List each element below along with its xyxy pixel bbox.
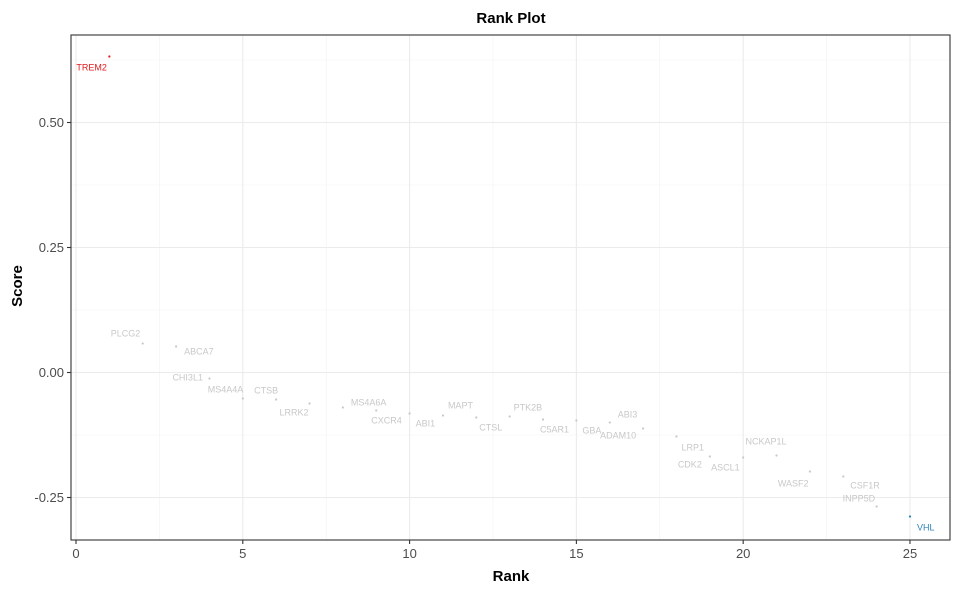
point-label-ms4a6a: MS4A6A <box>351 398 387 408</box>
data-point-cxcr4 <box>375 409 378 412</box>
point-label-plcg2: PLCG2 <box>111 329 141 339</box>
data-point-ptk2b <box>508 415 511 418</box>
data-point-chi3l1 <box>208 377 211 380</box>
data-point-abi1 <box>408 412 411 415</box>
data-point-lrp1 <box>675 435 678 438</box>
point-label-cxcr4: CXCR4 <box>371 416 402 426</box>
x-tick-label: 10 <box>402 546 416 561</box>
x-tick-label: 15 <box>569 546 583 561</box>
data-point-ascl1 <box>742 456 745 459</box>
data-point-csf1r <box>842 475 845 478</box>
chart-title: Rank Plot <box>476 10 545 27</box>
data-point-ctsl <box>475 416 478 419</box>
point-label-ptk2b: PTK2B <box>514 403 543 413</box>
point-label-ctsb: CTSB <box>254 386 278 396</box>
panel-border <box>70 34 951 541</box>
data-point-mapt <box>441 414 445 417</box>
point-label-ctsl: CTSL <box>479 423 502 433</box>
point-label-mapt: MAPT <box>448 401 474 411</box>
point-label-ascl1: ASCL1 <box>711 463 740 473</box>
plot-panel: 0 5 10 15 20 25 -0.25 0.00 0.25 0.50 TREM2 PLCG2 ABC… <box>34 34 951 561</box>
point-label-abi3: ABI3 <box>618 410 638 420</box>
x-tick-label: 0 <box>72 546 79 561</box>
data-point-abca7 <box>174 345 178 348</box>
x-tick-label: 20 <box>736 546 750 561</box>
point-label-abi1: ABI1 <box>416 419 436 429</box>
y-tick-label: 0.00 <box>39 365 64 380</box>
x-axis-title: Rank <box>493 568 530 585</box>
data-point-wasf2 <box>808 470 811 473</box>
point-label-gba: GBA <box>582 426 601 436</box>
point-label-ms4a4a: MS4A4A <box>208 385 244 395</box>
y-tick-label: 0.50 <box>39 115 64 130</box>
point-label-adam10: ADAM10 <box>600 431 636 441</box>
data-point-trem2 <box>108 55 111 58</box>
point-label-vhl: VHL <box>917 523 935 533</box>
panel-background <box>71 35 950 540</box>
point-label-chi3l1: CHI3L1 <box>172 373 203 383</box>
point-label-csf1r: CSF1R <box>850 481 880 491</box>
y-axis-title: Score <box>9 265 26 307</box>
data-point-nckap1l <box>775 454 778 457</box>
data-point-abi3 <box>608 421 611 424</box>
point-label-lrp1: LRP1 <box>681 443 704 453</box>
data-point-cdk2 <box>708 455 711 458</box>
point-label-wasf2: WASF2 <box>778 479 809 489</box>
data-point-lrrk2 <box>308 402 311 405</box>
point-label-lrrk2: LRRK2 <box>280 408 309 418</box>
point-label-cdk2: CDK2 <box>678 460 702 470</box>
data-point-plcg2 <box>141 342 144 345</box>
data-point-c5ar1 <box>541 418 545 421</box>
data-point-ms4a6a <box>341 406 344 409</box>
data-point-ctsb <box>275 398 278 401</box>
data-point-ms4a4a <box>241 397 244 400</box>
y-tick-label: -0.25 <box>34 490 64 505</box>
data-point-inpp5d <box>875 505 878 508</box>
y-tick-label: 0.25 <box>39 240 64 255</box>
point-label-abca7: ABCA7 <box>184 347 214 357</box>
x-tick-label: 5 <box>239 546 246 561</box>
point-label-inpp5d: INPP5D <box>843 494 876 504</box>
x-tick-label: 25 <box>903 546 917 561</box>
data-point-gba <box>575 419 578 422</box>
point-label-trem2: TREM2 <box>76 63 107 73</box>
point-label-c5ar1: C5AR1 <box>540 425 569 435</box>
data-point-adam10 <box>642 427 645 430</box>
data-point-vhl <box>908 515 912 518</box>
point-label-nckap1l: NCKAP1L <box>746 437 787 447</box>
